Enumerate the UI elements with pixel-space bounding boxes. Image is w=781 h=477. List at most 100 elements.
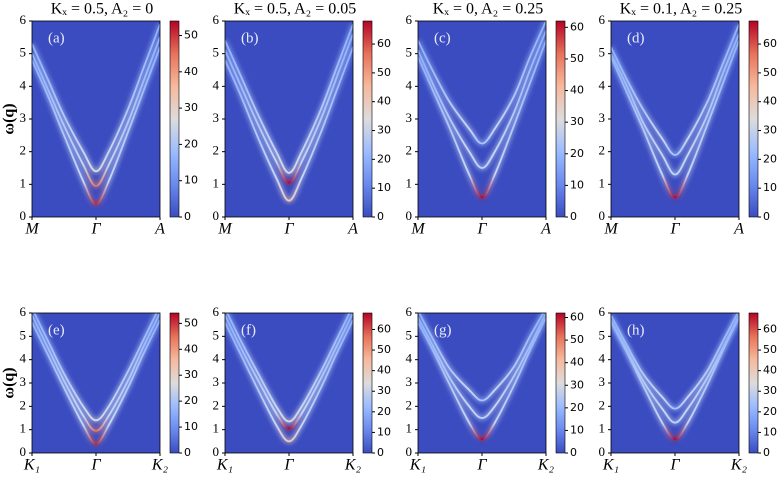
colorbar-tick-label: 50 <box>377 343 391 356</box>
colorbar-tick-label: 50 <box>377 66 391 79</box>
x-tick-label: M <box>217 221 233 238</box>
y-tick-label: 6 <box>599 12 606 27</box>
colorbar-tick-label: 0 <box>184 446 191 459</box>
x-tick-label: Γ <box>476 221 487 238</box>
band <box>225 313 353 430</box>
y-tick-label: 1 <box>599 421 606 436</box>
y-tick-label: 4 <box>406 351 413 366</box>
y-tick-label: 0 <box>213 444 220 459</box>
y-tick-label: 6 <box>20 12 27 27</box>
band <box>32 313 160 432</box>
y-tick-label: 2 <box>406 397 413 412</box>
panel-label: (g) <box>434 322 452 338</box>
bands <box>611 23 739 200</box>
colorbar-tick-label: 20 <box>763 405 777 418</box>
colorbar-tick-label: 60 <box>763 322 777 335</box>
colorbar-tick-label: 0 <box>377 446 384 459</box>
colorbar <box>555 20 566 218</box>
colorbar-tick-label: 20 <box>184 137 198 150</box>
y-tick-label: 0 <box>599 444 606 459</box>
band <box>611 313 739 410</box>
x-tick-label: A <box>733 221 744 238</box>
x-tick-label: M <box>603 221 619 238</box>
y-tick-label: 0 <box>20 208 27 223</box>
y-tick-label: 5 <box>599 45 606 60</box>
panel-label: (c) <box>434 30 451 46</box>
colorbar-tick-label: 30 <box>763 124 777 137</box>
colorbar-tick-label: 50 <box>763 343 777 356</box>
plot-background <box>418 313 546 453</box>
band <box>225 33 353 184</box>
colorbar-tick-label: 10 <box>377 425 391 438</box>
panel: 0 1 2 3 4 5 6 K₁ Γ K₂ (f) 0 10 20 30 40 50 60 <box>213 304 392 474</box>
colorbar <box>555 312 566 454</box>
x-tick-label: K₁ <box>409 457 426 474</box>
panel: 0 1 2 3 4 5 6 M Γ A (a) Kₓ = 0.5, A₂ = 0 ω(q) 0 10 20 30… <box>1 1 198 238</box>
panel-label: (f) <box>241 322 256 338</box>
colorbar-tick-label: 0 <box>184 210 191 223</box>
y-tick-label: 2 <box>20 397 27 412</box>
y-tick-label: 5 <box>406 327 413 342</box>
panel: 0 1 2 3 4 5 6 M Γ A (b) Kₓ = 0.5, A₂ = 0.05 0 10 20 30 4… <box>213 1 392 238</box>
y-tick-label: 5 <box>20 327 27 342</box>
band <box>32 319 160 445</box>
colorbar-tick-label: 30 <box>377 384 391 397</box>
colorbar-tick-label: 50 <box>570 333 584 346</box>
colorbar-tick-label: 30 <box>184 101 198 114</box>
band <box>32 37 160 187</box>
colorbar-tick-label: 30 <box>184 368 198 381</box>
colorbar-tick-label: 0 <box>570 446 577 459</box>
x-tick-label: K₂ <box>344 457 362 474</box>
colorbar-tick-label: 10 <box>377 181 391 194</box>
colorbar-tick-label: 60 <box>570 311 584 324</box>
x-tick-label: A <box>154 221 165 238</box>
colorbar-tick-label: 30 <box>570 115 584 128</box>
plot-background <box>611 21 739 217</box>
colorbar-tick-label: 0 <box>763 210 770 223</box>
y-tick-label: 4 <box>599 77 606 92</box>
y-tick-label: 1 <box>406 175 413 190</box>
colorbar-tick-label: 40 <box>570 84 584 97</box>
y-tick-label: 3 <box>406 110 413 125</box>
colorbar-tick-label: 30 <box>377 124 391 137</box>
colorbar-tick-label: 0 <box>570 210 577 223</box>
plot-background <box>225 21 353 217</box>
colorbar-tick-label: 20 <box>570 401 584 414</box>
colorbar-tick-label: 10 <box>763 181 777 194</box>
band <box>225 23 353 174</box>
colorbar-tick-label: 20 <box>377 405 391 418</box>
x-tick-label: K₁ <box>602 457 619 474</box>
y-tick-label: 3 <box>406 374 413 389</box>
x-tick-label: K₁ <box>216 457 233 474</box>
colorbar-tick-label: 40 <box>763 95 777 108</box>
x-tick-label: Γ <box>283 457 294 474</box>
x-tick-label: Γ <box>669 457 680 474</box>
y-tick-label: 1 <box>20 421 27 436</box>
colorbar-tick-label: 20 <box>763 152 777 165</box>
y-tick-label: 4 <box>599 351 606 366</box>
y-tick-label: 6 <box>599 304 606 319</box>
bands <box>32 23 160 207</box>
y-tick-label: 4 <box>20 77 27 92</box>
x-tick-label: Γ <box>90 221 101 238</box>
y-tick-label: 3 <box>20 374 27 389</box>
colorbar-tick-label: 20 <box>184 394 198 407</box>
band <box>611 23 739 156</box>
panel-title: Kₓ = 0, A₂ = 0.25 <box>433 1 544 18</box>
colorbar-tick-label: 10 <box>570 178 584 191</box>
colorbar-tick-label: 40 <box>377 95 391 108</box>
y-tick-label: 6 <box>213 304 220 319</box>
panel: 0 1 2 3 4 5 6 M Γ A (c) Kₓ = 0, A₂ = 0.25 0 10 20 30 40 5… <box>406 1 585 238</box>
colorbar-tick-label: 50 <box>184 316 198 329</box>
x-tick-label: K₁ <box>23 457 40 474</box>
x-tick-label: A <box>347 221 358 238</box>
y-tick-label: 5 <box>213 327 220 342</box>
y-tick-label: 6 <box>406 304 413 319</box>
x-tick-label: Γ <box>283 221 294 238</box>
x-tick-label: K₂ <box>537 457 555 474</box>
colorbar-tick-label: 10 <box>184 174 198 187</box>
y-tick-label: 2 <box>20 143 27 158</box>
colorbar-tick-label: 50 <box>763 66 777 79</box>
panel: 0 1 2 3 4 5 6 K₁ Γ K₂ (h) 0 10 20 30 40 50 60 <box>599 304 778 474</box>
panel: 0 1 2 3 4 5 6 K₁ Γ K₂ (e) ω(q) 0 10 20 30 40 50 <box>1 304 198 474</box>
